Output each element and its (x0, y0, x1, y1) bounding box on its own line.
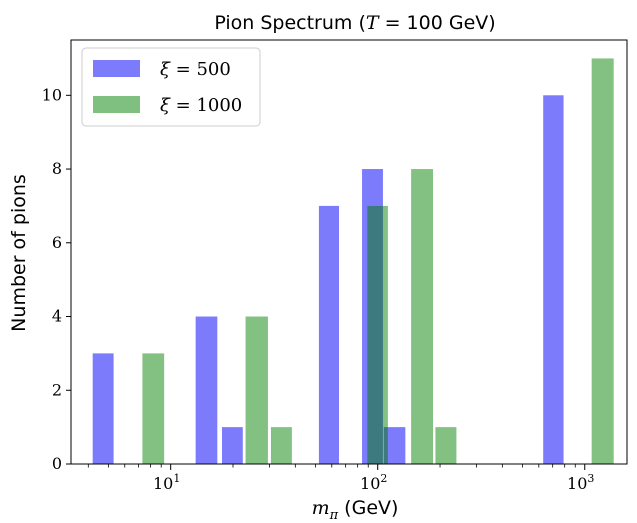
bar-series2-6 (435, 427, 457, 464)
bar-series1-2 (195, 316, 218, 464)
bar-series2-7 (591, 58, 614, 465)
plot-area: 0 2 4 6 8 10 101 102 103 ξ = 500 ξ = 1000 (42, 39, 628, 493)
axes-frame (70, 39, 628, 465)
y-axis-label: Number of pions (8, 174, 30, 332)
bar-series2-5 (411, 169, 434, 465)
chart-title: Pion Spectrum (T = 100 GeV) (214, 12, 495, 34)
legend-label: ξ = 1000 (160, 95, 242, 116)
legend: ξ = 500 ξ = 1000 (81, 47, 261, 127)
bar-series1-3 (222, 427, 243, 464)
legend-swatch (93, 96, 140, 113)
x-tick-label: 102 (360, 472, 387, 493)
legend-swatch (93, 60, 140, 77)
x-tick-label: 101 (153, 472, 180, 493)
y-tick-label: 2 (52, 380, 62, 399)
bar-series1-7 (543, 95, 564, 465)
legend-label: ξ = 500 (160, 59, 231, 80)
y-tick-label: 4 (52, 307, 62, 326)
bar-series1-1 (92, 353, 114, 464)
bar-series1-6 (383, 427, 406, 464)
x-axis-label: mπ (GeV) (312, 497, 399, 523)
bar-overlap (383, 427, 388, 464)
y-tick-label: 10 (42, 85, 62, 104)
bar-series2-3 (270, 427, 292, 464)
bar-series2-1 (142, 353, 165, 464)
bar-overlap (367, 205, 383, 464)
y-tick-label: 6 (52, 233, 62, 252)
bar-series1-4 (318, 205, 339, 464)
y-tick-label: 0 (52, 454, 62, 473)
x-tick-label: 103 (567, 472, 594, 493)
y-tick-label: 8 (52, 159, 62, 178)
bar-series2-2 (245, 316, 268, 464)
